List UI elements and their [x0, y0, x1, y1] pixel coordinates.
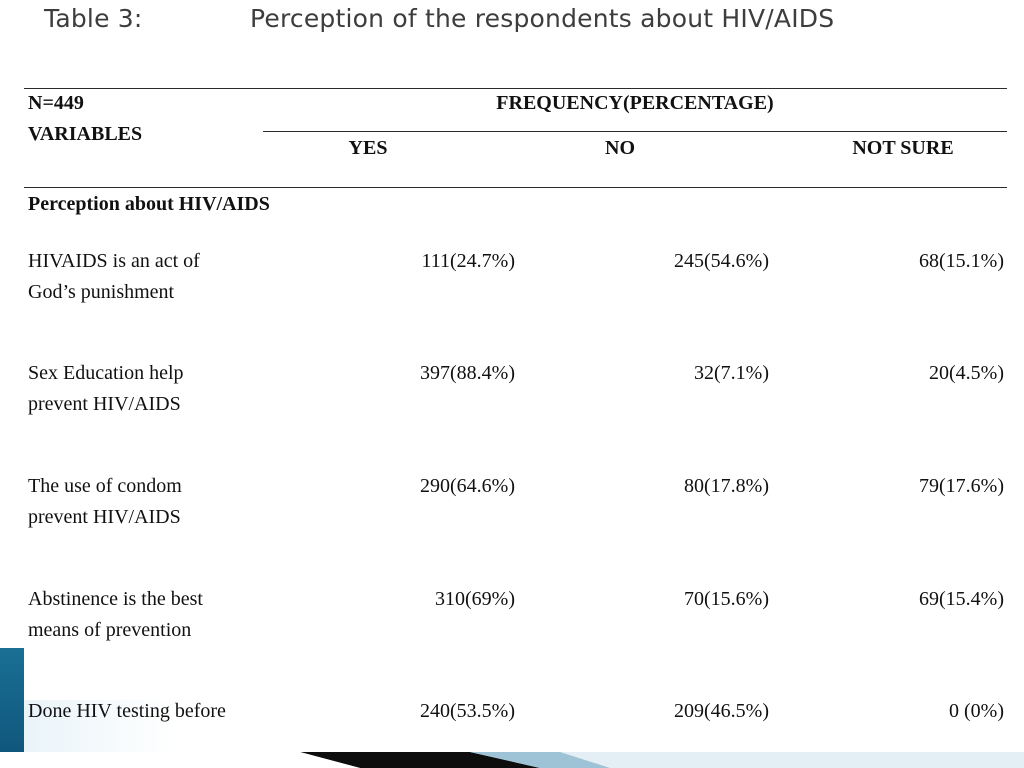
- cell-no: 32(7.1%): [694, 362, 769, 384]
- table-number: Table 3:: [44, 4, 143, 33]
- slide-decoration-left-bar: [0, 648, 24, 768]
- column-header-no: NO: [605, 137, 635, 159]
- table-title: Perception of the respondents about HIV/…: [250, 4, 835, 33]
- frequency-header: FREQUENCY(PERCENTAGE): [496, 92, 774, 114]
- group-header-rule: [263, 131, 1007, 132]
- cell-yes: 290(64.6%): [420, 475, 515, 497]
- cell-no: 245(54.6%): [674, 250, 769, 272]
- cell-no: 209(46.5%): [674, 700, 769, 722]
- cell-yes: 397(88.4%): [420, 362, 515, 384]
- row-label-line2: prevent HIV/AIDS: [28, 506, 181, 528]
- variables-header: VARIABLES: [28, 123, 143, 145]
- cell-not-sure: 20(4.5%): [929, 362, 1004, 384]
- column-header-not-sure: NOT SURE: [852, 137, 954, 159]
- row-label-line1: Abstinence is the best: [28, 588, 203, 610]
- section-label: Perception about HIV/AIDS: [28, 193, 270, 215]
- cell-yes: 111(24.7%): [421, 250, 516, 272]
- cell-not-sure: 0 (0%): [949, 700, 1004, 722]
- row-label-line1: HIVAIDS is an act of: [28, 250, 200, 272]
- table-top-rule: [24, 88, 1007, 89]
- cell-not-sure: 69(15.4%): [919, 588, 1004, 610]
- row-label-line2: God’s punishment: [28, 281, 175, 303]
- slide-decoration-bottom-band: [0, 752, 1024, 768]
- header-bottom-rule: [24, 187, 1007, 188]
- cell-yes: 310(69%): [435, 588, 515, 610]
- cell-yes: 240(53.5%): [420, 700, 515, 722]
- row-label-line2: prevent HIV/AIDS: [28, 393, 181, 415]
- row-label-line1: Sex Education help: [28, 362, 184, 384]
- cell-not-sure: 79(17.6%): [919, 475, 1004, 497]
- slide-title: Table 3: Perception of the respondents ab…: [44, 4, 834, 33]
- row-label-line1: Done HIV testing before: [28, 700, 226, 722]
- n-label: N=449: [28, 92, 84, 114]
- column-header-yes: YES: [348, 137, 388, 159]
- row-label-line1: The use of condom: [28, 475, 182, 497]
- cell-not-sure: 68(15.1%): [919, 250, 1004, 272]
- row-label-line2: means of prevention: [28, 619, 192, 641]
- cell-no: 80(17.8%): [684, 475, 769, 497]
- cell-no: 70(15.6%): [684, 588, 769, 610]
